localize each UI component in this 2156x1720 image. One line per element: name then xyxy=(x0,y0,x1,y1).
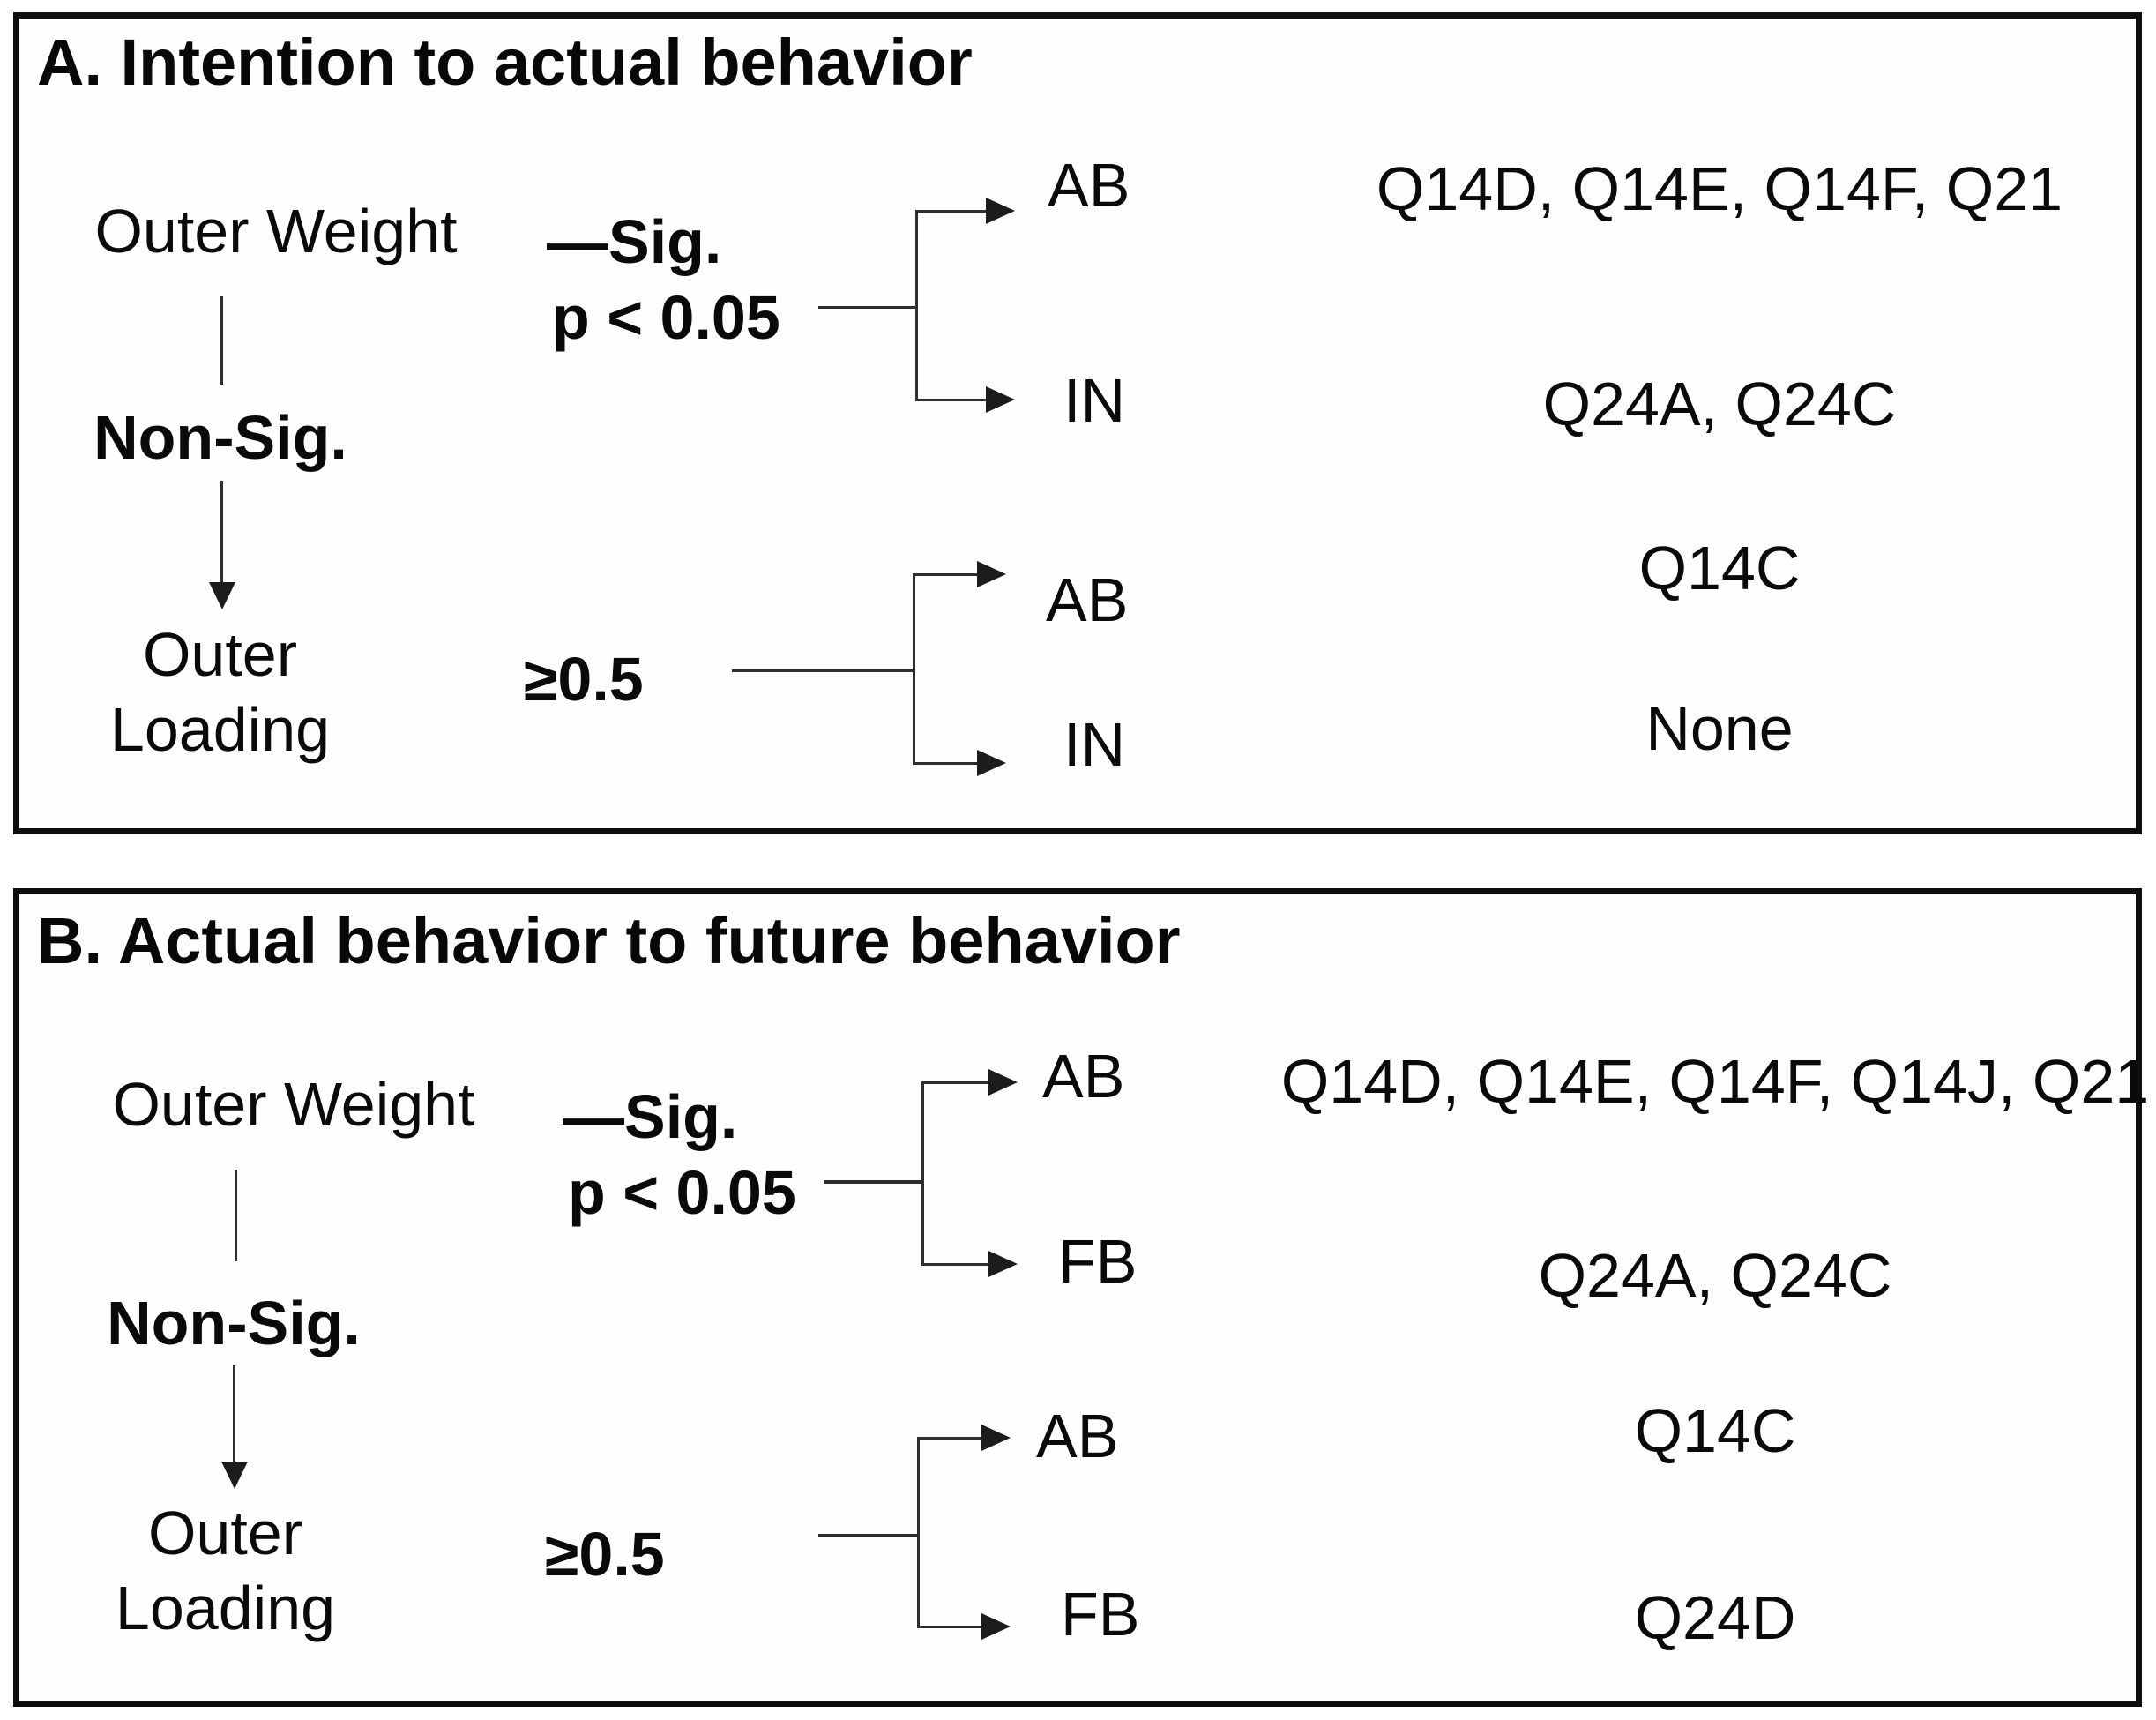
panel-b-sig-fb-items: Q24A, Q24C xyxy=(1538,1241,1892,1310)
panel-a-sig-stem-line xyxy=(818,306,917,309)
panel-b xyxy=(13,888,2142,1707)
panel-a-title: A. Intention to actual behavior xyxy=(37,26,973,99)
panel-a-p-value-label: p < 0.05 xyxy=(552,283,780,352)
panel-b-loading-fb-items: Q24D xyxy=(1634,1583,1796,1652)
panel-b-outer-weight-label: Outer Weight xyxy=(112,1070,475,1139)
panel-a-threshold-label: ≥0.5 xyxy=(524,645,644,714)
panel-b-sig-ab-arrowhead-icon xyxy=(988,1069,1018,1096)
panel-a-loading-in-items: None xyxy=(1645,694,1794,763)
panel-a-sig-ab-arrow-shaft xyxy=(915,210,988,213)
panel-a-loading-ab-arrow-shaft xyxy=(913,573,979,576)
panel-a-sig-in-items: Q24A, Q24C xyxy=(1542,370,1897,438)
panel-a-outer-weight-label: Outer Weight xyxy=(94,197,458,265)
panel-a-sig-in-arrowhead-icon xyxy=(986,386,1015,413)
panel-a-loading-stem-line xyxy=(732,669,915,672)
panel-b-outer-loading-label: Outer Loading xyxy=(115,1499,336,1643)
panel-a-sig-in-label: IN xyxy=(1063,366,1125,435)
panel-b-loading-fb-arrowhead-icon xyxy=(981,1613,1011,1640)
panel-a-connector-line xyxy=(220,296,223,385)
panel-b-loading-ab-items: Q14C xyxy=(1634,1396,1796,1465)
panel-b-loading-ab-arrowhead-icon xyxy=(981,1425,1011,1451)
panel-b-loading-stem-line xyxy=(818,1534,920,1537)
panel-b-loading-ab-arrow-shaft xyxy=(917,1437,983,1440)
panel-a-sig-in-arrow-shaft xyxy=(915,399,988,401)
panel-b-sig-label: —Sig. xyxy=(563,1082,738,1151)
panel-b-connector-line xyxy=(235,1170,237,1261)
panel-b-title: B. Actual behavior to future behavior xyxy=(37,904,1181,977)
panel-a-sig-label: —Sig. xyxy=(547,207,722,276)
panel-b-sig-ab-arrow-shaft xyxy=(921,1081,990,1084)
panel-a-loading-ab-items: Q14C xyxy=(1638,534,1801,602)
panel-a-sig-ab-arrowhead-icon xyxy=(986,198,1015,224)
panel-b-sig-ab-items: Q14D, Q14E, Q14F, Q14J, Q21 xyxy=(1280,1047,2150,1116)
panel-a-down-arrow-shaft xyxy=(220,481,223,585)
panel-a xyxy=(13,12,2142,834)
panel-b-loading-fb-arrow-shaft xyxy=(917,1626,983,1628)
panel-b-sig-stem-line xyxy=(824,1180,924,1184)
panel-b-loading-ab-label: AB xyxy=(1036,1402,1119,1470)
panel-b-threshold-label: ≥0.5 xyxy=(545,1520,665,1589)
panel-b-sig-fb-arrowhead-icon xyxy=(988,1251,1018,1277)
panel-b-p-value-label: p < 0.05 xyxy=(568,1158,796,1227)
panel-a-down-arrowhead-icon xyxy=(209,582,235,609)
panel-a-loading-ab-arrowhead-icon xyxy=(977,561,1006,587)
panel-b-sig-fb-arrow-shaft xyxy=(921,1263,990,1266)
panel-b-loading-branch-line xyxy=(917,1438,920,1628)
panel-a-loading-branch-line xyxy=(913,574,915,765)
panel-b-sig-fb-label: FB xyxy=(1058,1227,1138,1296)
panel-a-loading-ab-label: AB xyxy=(1046,565,1129,634)
panel-b-loading-fb-label: FB xyxy=(1061,1580,1140,1649)
panel-b-non-sig-label: Non-Sig. xyxy=(107,1289,361,1357)
panel-a-loading-in-arrowhead-icon xyxy=(977,750,1006,776)
panel-a-loading-in-label: IN xyxy=(1063,710,1125,779)
panel-a-sig-ab-label: AB xyxy=(1048,151,1130,220)
panel-b-sig-ab-label: AB xyxy=(1042,1042,1125,1111)
panel-a-sig-branch-line xyxy=(915,211,918,401)
panel-a-outer-loading-label: Outer Loading xyxy=(109,620,331,765)
panel-a-loading-in-arrow-shaft xyxy=(913,762,979,765)
panel-b-down-arrow-shaft xyxy=(233,1365,235,1464)
panel-b-sig-branch-line xyxy=(921,1082,924,1266)
panel-a-non-sig-label: Non-Sig. xyxy=(93,403,347,472)
panel-b-down-arrowhead-icon xyxy=(221,1462,248,1489)
panel-a-sig-ab-items: Q14D, Q14E, Q14F, Q21 xyxy=(1376,154,2063,223)
